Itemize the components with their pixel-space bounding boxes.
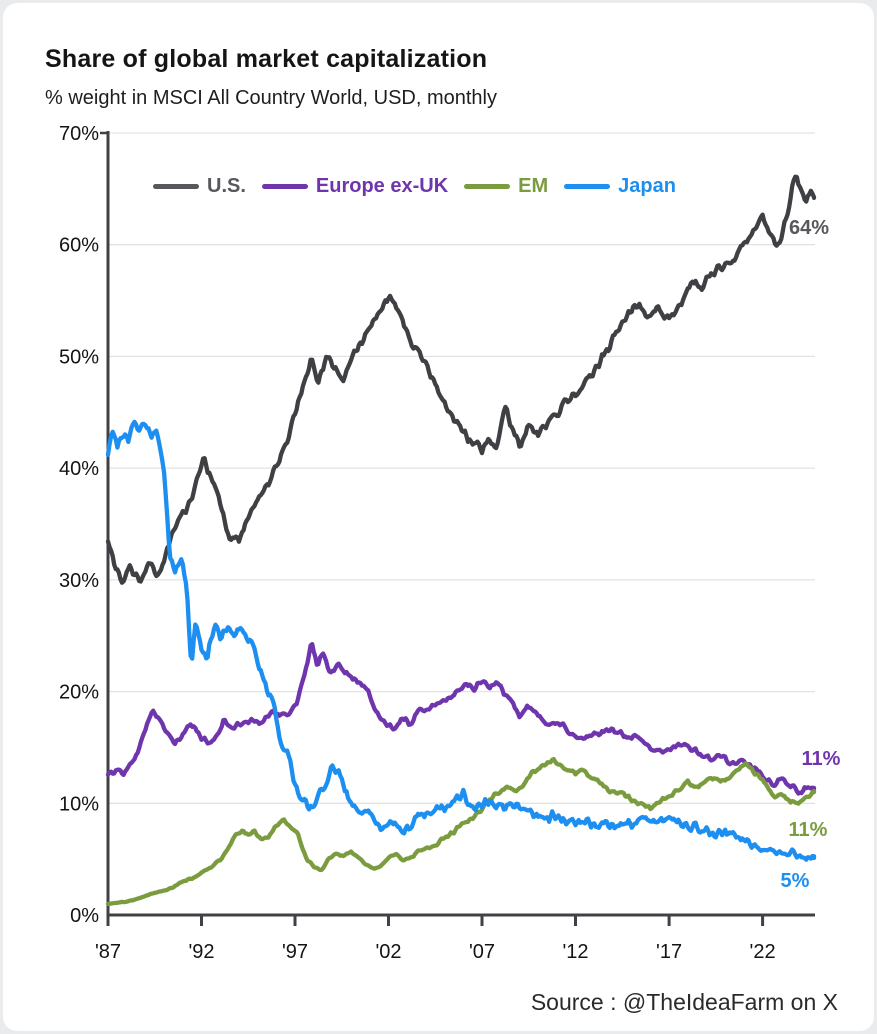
series-line-japan bbox=[105, 419, 817, 862]
legend-label-em: EM bbox=[518, 175, 549, 197]
y-tick-label: 70% bbox=[59, 123, 99, 145]
x-tick-label: '07 bbox=[469, 941, 495, 963]
chart-subtitle: % weight in MSCI All Country World, USD,… bbox=[45, 87, 498, 109]
legend-swatch-europe-ex-uk bbox=[261, 184, 308, 189]
gridlines bbox=[108, 132, 815, 804]
y-tick-label: 20% bbox=[59, 682, 99, 704]
y-tick-label: 10% bbox=[59, 793, 99, 815]
x-axis-labels: '87 '92 '97 '02 '07 '12 '17 '22 bbox=[95, 941, 776, 963]
x-tick-label: '12 bbox=[562, 941, 588, 963]
legend-item-u-s: U.S. bbox=[153, 175, 246, 198]
source-attribution: Source : @TheIdeaFarm on X bbox=[530, 989, 838, 1015]
x-tick-label: '02 bbox=[375, 941, 401, 963]
y-tick-label: 50% bbox=[59, 346, 99, 368]
legend-swatch-u-s bbox=[153, 184, 199, 189]
legend-item-japan: Japan bbox=[564, 175, 676, 198]
end-label-em: 11% bbox=[789, 819, 828, 841]
series-line-europe-ex-uk bbox=[105, 641, 817, 796]
legend-item-em: EM bbox=[464, 175, 548, 198]
end-label-u-s: 64% bbox=[789, 217, 829, 239]
x-tick-label: '97 bbox=[282, 941, 308, 963]
legend-item-europe-ex-uk: Europe ex-UK bbox=[261, 175, 449, 198]
y-tick-label: 60% bbox=[59, 235, 99, 257]
chart-card: 0% 10% 20% 30% 40% 50% 60% 70% '87 '92 '97 '02 '07 '1… bbox=[3, 3, 874, 1031]
x-tick-label: '17 bbox=[656, 941, 682, 963]
y-tick-label: 40% bbox=[59, 458, 99, 480]
chart-canvas: 0% 10% 20% 30% 40% 50% 60% 70% '87 '92 '97 '02 '07 '1… bbox=[59, 123, 841, 963]
legend-label-u-s: U.S. bbox=[207, 175, 246, 197]
legend-swatch-em bbox=[464, 184, 511, 189]
legend-swatch-japan bbox=[564, 184, 611, 189]
legend-label-europe-ex-uk: Europe ex-UK bbox=[315, 175, 449, 197]
end-label-europe-ex-uk: 11% bbox=[802, 748, 841, 770]
x-tick-label: '92 bbox=[188, 941, 214, 963]
legend-label-japan: Japan bbox=[618, 175, 676, 197]
y-tick-label: 0% bbox=[70, 905, 99, 927]
y-axis-labels: 0% 10% 20% 30% 40% 50% 60% 70% bbox=[59, 123, 99, 927]
end-label-japan: 5% bbox=[781, 870, 810, 892]
axes bbox=[100, 131, 815, 926]
series-line-em bbox=[105, 756, 817, 907]
chart-legend: U.S. Europe ex-UK EM Japan bbox=[153, 175, 676, 198]
x-tick-label: '87 bbox=[95, 941, 121, 963]
series-line-u-s bbox=[105, 174, 817, 585]
y-tick-label: 30% bbox=[59, 570, 99, 592]
x-tick-label: '22 bbox=[750, 941, 776, 963]
chart-title: Share of global market capitalization bbox=[45, 45, 488, 73]
